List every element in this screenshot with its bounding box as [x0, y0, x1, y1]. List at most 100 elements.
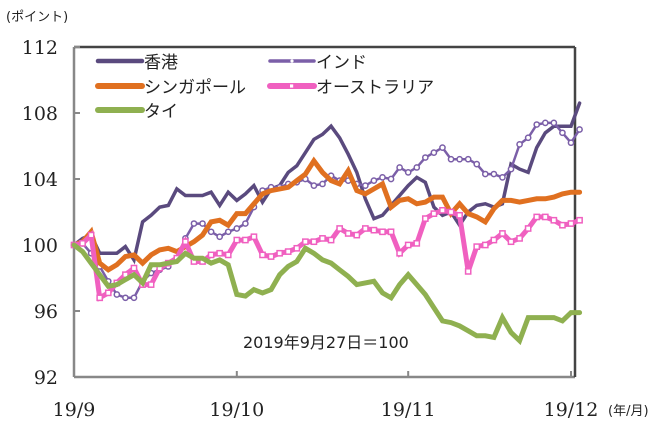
data-point — [361, 225, 369, 232]
data-point — [344, 230, 352, 237]
data-point — [267, 253, 275, 260]
data-point — [224, 251, 232, 259]
data-point — [113, 291, 121, 298]
data-point — [310, 238, 318, 246]
data-point — [567, 139, 575, 147]
data-point — [293, 244, 301, 252]
data-point — [199, 220, 206, 227]
data-point — [516, 141, 523, 148]
data-point — [387, 228, 395, 236]
data-point — [379, 174, 386, 181]
data-point — [507, 238, 515, 246]
data-point — [259, 251, 266, 259]
data-point — [473, 160, 481, 168]
y-tick-label: 108 — [22, 103, 58, 125]
data-point — [421, 215, 429, 222]
data-point — [370, 177, 378, 184]
data-point — [207, 251, 215, 259]
series-2 — [71, 156, 583, 273]
series-1 — [70, 119, 583, 302]
data-point — [336, 225, 343, 232]
data-point — [96, 294, 104, 302]
x-axis-unit-label: (年/月) — [608, 404, 649, 419]
series-line — [71, 156, 583, 273]
series-line — [71, 242, 583, 346]
legend-marker — [290, 59, 294, 63]
data-point — [481, 241, 489, 249]
data-point — [533, 213, 541, 221]
data-point — [559, 129, 566, 137]
data-point — [499, 230, 506, 237]
data-point — [456, 155, 463, 163]
data-point — [319, 235, 326, 242]
data-point — [447, 208, 455, 216]
x-tick-label: 19/11 — [381, 399, 436, 421]
legend-entry: 香港 — [95, 53, 178, 73]
data-point — [104, 289, 112, 297]
data-point — [541, 119, 549, 127]
legend-marker — [290, 84, 294, 88]
legend-entry: タイ — [95, 102, 178, 122]
data-point — [190, 220, 198, 227]
data-point — [216, 249, 224, 257]
data-point — [87, 231, 95, 239]
data-point — [490, 236, 498, 244]
data-point — [396, 249, 403, 257]
data-point — [447, 155, 455, 163]
data-point — [387, 175, 395, 183]
data-point — [284, 248, 292, 255]
data-point — [499, 174, 506, 181]
data-point — [533, 121, 541, 128]
data-point — [490, 170, 498, 178]
data-point — [182, 238, 189, 246]
data-point — [130, 294, 138, 302]
legend-entry: インド — [268, 53, 367, 73]
legend-label: インド — [316, 53, 367, 73]
data-point — [464, 155, 472, 163]
data-point — [242, 220, 249, 227]
legend-label: シンガポール — [144, 78, 246, 98]
data-point — [327, 236, 335, 244]
data-point — [250, 233, 258, 241]
data-point — [370, 226, 378, 234]
data-point — [550, 119, 558, 127]
data-point — [224, 228, 232, 236]
data-point — [439, 144, 446, 151]
data-point — [130, 264, 138, 272]
data-point — [361, 182, 369, 189]
legend-entry: オーストラリア — [267, 78, 434, 98]
y-tick-label: 96 — [34, 301, 58, 323]
data-point — [379, 228, 386, 236]
x-tick-label: 19/9 — [53, 399, 96, 421]
data-point — [550, 216, 558, 224]
legend-label: タイ — [144, 102, 178, 122]
data-point — [276, 249, 284, 257]
series-3 — [70, 207, 583, 302]
data-point — [541, 213, 549, 221]
y-tick-label: 112 — [22, 37, 58, 59]
base-date-annotation: 2019年9月27日＝100 — [243, 333, 409, 352]
data-point — [430, 210, 438, 218]
data-point — [413, 240, 421, 247]
data-point — [242, 236, 249, 244]
data-point — [516, 235, 523, 242]
data-point — [396, 164, 403, 171]
data-point — [216, 233, 224, 241]
legend-entry: シンガポール — [95, 78, 246, 98]
data-point — [439, 207, 446, 214]
legend-label: オーストラリア — [316, 78, 434, 98]
data-point — [421, 154, 429, 161]
data-point — [319, 180, 326, 188]
data-point — [79, 240, 86, 247]
y-tick-label: 92 — [34, 367, 58, 389]
data-point — [353, 231, 361, 239]
data-point — [507, 165, 515, 173]
data-point — [524, 225, 532, 232]
x-tick-label: 19/12 — [544, 399, 599, 421]
data-point — [413, 164, 421, 171]
data-point — [481, 170, 489, 178]
data-point — [567, 220, 575, 227]
data-point — [147, 281, 155, 288]
data-point — [233, 236, 241, 244]
